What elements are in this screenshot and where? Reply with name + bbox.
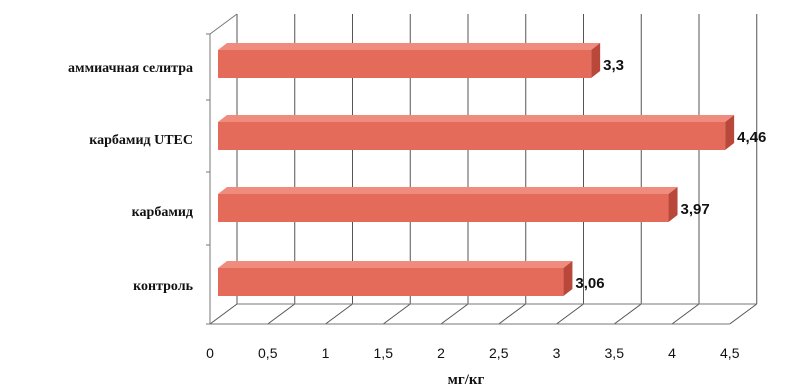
x-tick-label: 0,5: [258, 345, 278, 361]
bar-side-face: [668, 187, 678, 222]
floor-gridline: [613, 303, 642, 325]
data-label: 4,46: [737, 129, 766, 146]
x-tick-label: 4,5: [720, 345, 740, 361]
category-label: карбамид: [132, 205, 193, 220]
category-label: контроль: [133, 279, 193, 294]
bar-front-face: [218, 268, 564, 296]
category-label: карбамид UTEC: [89, 133, 193, 148]
bar-front-face: [218, 194, 669, 222]
bar-front-face: [218, 122, 726, 150]
x-tick-label: 2,5: [489, 345, 509, 361]
bar: [218, 187, 678, 222]
category-label: аммиачная селитра: [68, 61, 193, 76]
floor-gridline: [440, 303, 469, 325]
floor-gridline: [671, 303, 700, 325]
x-tick-label: 2: [437, 345, 445, 361]
x-axis-title: мг/кг: [448, 372, 485, 388]
category-labels: аммиачная селитра карбамид UTEC карбамид ко…: [68, 61, 194, 294]
data-label: 3,06: [575, 275, 604, 292]
floor-gridline: [382, 303, 411, 325]
bar: [218, 261, 573, 296]
x-tick-label: 0: [206, 345, 214, 361]
bar-top-face: [218, 115, 735, 122]
left-wall-top: [209, 13, 238, 35]
floor-gridline: [556, 303, 584, 325]
x-tick-label: 1: [322, 345, 330, 361]
bar-side-face: [591, 43, 601, 78]
bar-top-face: [218, 187, 678, 194]
x-tick-labels: 0 0,5 1 1,5 2 2,5 3 3,5 4 4,5: [206, 345, 740, 361]
bar: [218, 43, 601, 78]
floor-gridline: [209, 303, 238, 325]
bar-side-face: [725, 115, 735, 150]
x-tick-label: 1,5: [374, 345, 394, 361]
floor-gridline: [498, 303, 527, 325]
bar-top-face: [218, 43, 601, 50]
data-labels: 3,3 4,46 3,97 3,06: [575, 57, 766, 292]
x-tick-label: 4: [668, 345, 676, 361]
bars: [218, 43, 735, 296]
bar: [218, 115, 735, 150]
data-label: 3,97: [681, 201, 710, 218]
x-tick-label: 3,5: [605, 345, 625, 361]
floor-gridline: [325, 303, 353, 325]
bar-front-face: [218, 50, 592, 78]
floor-gridline: [729, 303, 758, 325]
floor-gridline: [267, 303, 296, 325]
bar-side-face: [563, 261, 573, 296]
x-tick-label: 3: [553, 345, 561, 361]
bar-top-face: [218, 261, 573, 268]
data-label: 3,3: [603, 57, 624, 74]
